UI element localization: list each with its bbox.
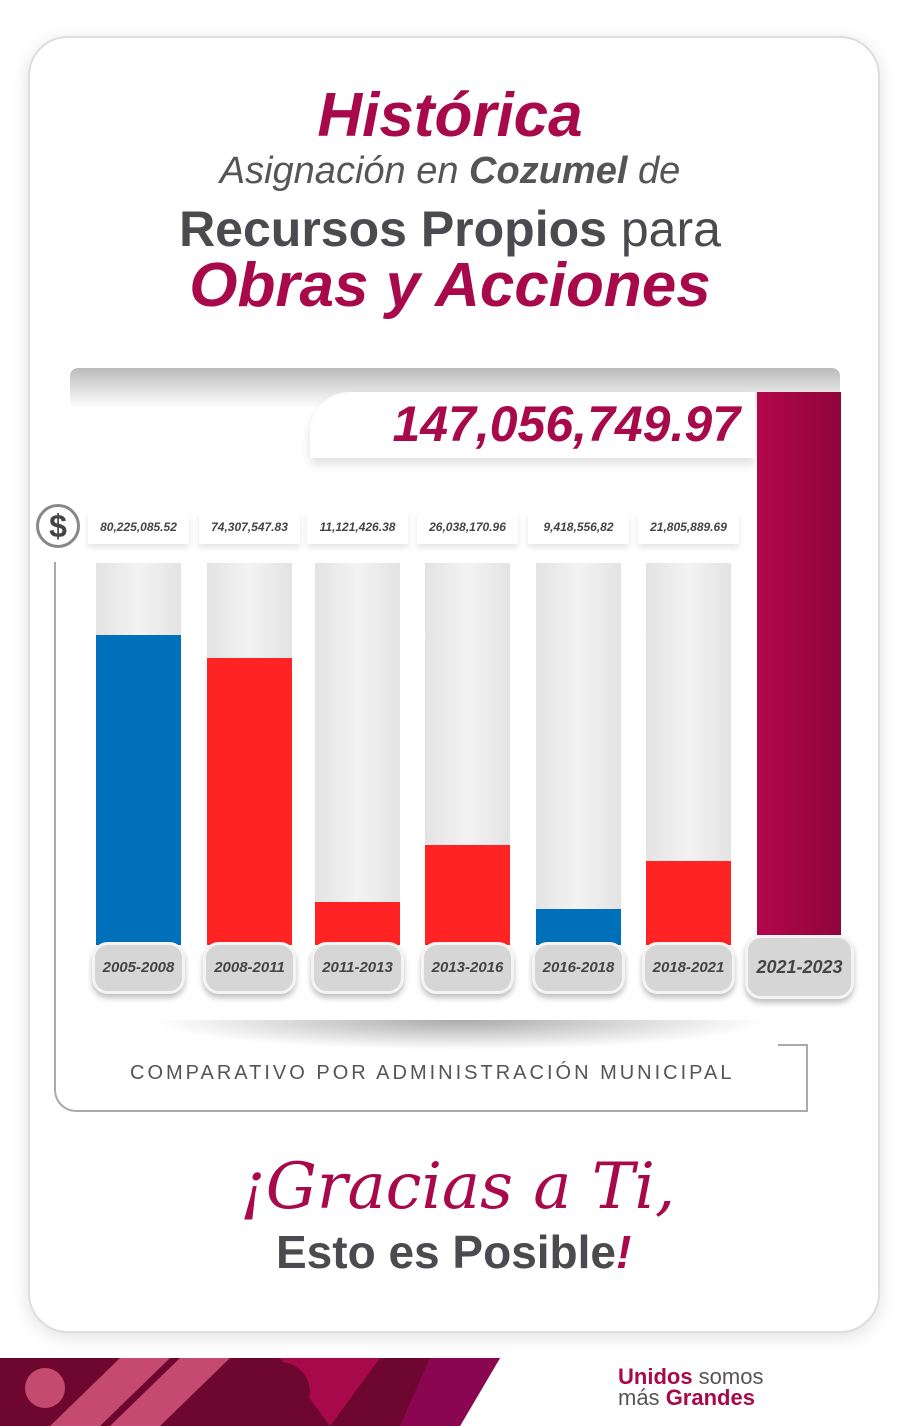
x-axis-label: COMPARATIVO POR ADMINISTRACIÓN MUNICIPAL <box>130 1062 735 1084</box>
title-line4: Obras y Acciones <box>189 251 711 320</box>
title-historica: Histórica <box>317 81 583 150</box>
category-label: 2016-2018 <box>532 942 625 994</box>
value-label: 21,805,889.69 <box>638 512 739 544</box>
axis-frame-end <box>778 1044 808 1112</box>
gracias-text: ¡Gracias a Ti, <box>240 1150 676 1224</box>
bar-track <box>315 563 400 945</box>
category-label: 2018-2021 <box>642 942 735 994</box>
value-label: 9,418,556,82 <box>528 512 629 544</box>
title-line3: Recursos Propios para <box>179 201 721 257</box>
bar-track <box>96 563 181 945</box>
floor-shadow <box>150 1020 770 1050</box>
bar-2008-2011 <box>207 658 292 945</box>
value-label: 11,121,426.38 <box>307 512 408 544</box>
decorative-band <box>0 1358 500 1426</box>
bar-track <box>646 563 731 945</box>
category-label: 2005-2008 <box>92 942 185 994</box>
bar-2016-2018 <box>536 908 621 945</box>
total-banner <box>310 392 755 458</box>
bar-track <box>425 563 510 945</box>
category-label: 2021-2023 <box>745 935 854 999</box>
bar-2013-2016 <box>425 844 510 945</box>
slogan: Unidos somos más Grandes <box>618 1364 764 1410</box>
value-label: 80,225,085.52 <box>88 512 189 544</box>
bar-2011-2013 <box>315 902 400 945</box>
total-label: 147,056,749.97 <box>392 396 740 452</box>
posible-text: Esto es Posible! <box>276 1226 632 1278</box>
category-label: 2011-2013 <box>311 942 404 994</box>
bar-track <box>207 563 292 945</box>
bar-2018-2021 <box>646 860 731 945</box>
category-label: 2013-2016 <box>421 942 514 994</box>
value-label: 74,307,547.83 <box>199 512 300 544</box>
bar-track <box>536 563 621 945</box>
title-line2: Asignación en Cozumel de <box>219 150 681 192</box>
value-label: 26,038,170.96 <box>417 512 518 544</box>
bar-2005-2008 <box>96 635 181 945</box>
axis-frame <box>54 562 808 1112</box>
category-label: 2008-2011 <box>203 942 296 994</box>
dollar-icon: $ <box>36 504 80 548</box>
bar-2021-2023 <box>757 392 841 935</box>
